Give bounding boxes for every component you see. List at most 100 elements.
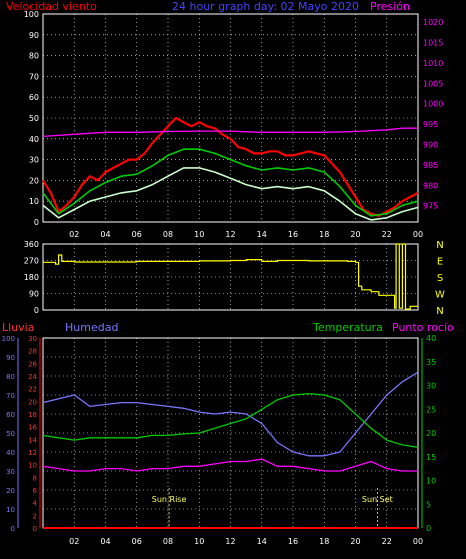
rain-y-tick-label: 24 xyxy=(28,373,37,381)
humidity-y-tick-label: 20 xyxy=(6,487,15,495)
series-racha-media-line xyxy=(42,148,419,217)
wind-x-tick-label: 10 xyxy=(194,230,204,239)
climate-x-tick-label: 18 xyxy=(319,537,329,546)
pressure-axis-label: Presión xyxy=(370,0,410,13)
pressure-y-tick-label: 980 xyxy=(423,181,438,190)
compass-tick-label: E xyxy=(437,257,443,268)
rain-y-tick-label: 18 xyxy=(28,411,37,419)
rain-y-tick-label: 16 xyxy=(28,424,37,432)
pressure-y-tick-label: 975 xyxy=(423,202,438,211)
wind-x-tick-label: 14 xyxy=(257,230,267,239)
wind-x-tick-label: 06 xyxy=(132,230,142,239)
humidity-y-tick-label: 80 xyxy=(6,373,15,381)
series-viento-medio-line xyxy=(42,167,419,221)
humidity-y-tick-label: 100 xyxy=(2,335,15,343)
rain-y-tick-label: 30 xyxy=(28,335,37,343)
temperature-y-tick-label: 15 xyxy=(426,453,436,462)
direction-y-tick-label: 360 xyxy=(24,240,39,249)
wind-y-tick-label: 20 xyxy=(29,176,39,185)
wind-y-tick-label: 100 xyxy=(24,10,39,19)
wind-y-tick-label: 70 xyxy=(29,72,39,81)
rain-y-tick-label: 2 xyxy=(33,512,37,520)
humidity-y-tick-label: 40 xyxy=(6,449,15,457)
climate-x-tick-label: 06 xyxy=(132,537,142,546)
series-punto-rocio-line xyxy=(42,458,418,472)
climate-x-tick-label: 22 xyxy=(382,537,392,546)
temperature-y-tick-label: 20 xyxy=(426,429,436,438)
direction-y-tick-label: 0 xyxy=(34,306,39,315)
humidity-y-tick-label: 50 xyxy=(6,430,15,438)
wind-y-tick-label: 0 xyxy=(34,218,39,227)
compass-tick-label: W xyxy=(435,290,445,301)
humidity-y-tick-label: 30 xyxy=(6,468,15,476)
climate-x-tick-label: 10 xyxy=(194,537,204,546)
rain-y-tick-label: 0 xyxy=(33,525,37,533)
wind-x-tick-label: 22 xyxy=(382,230,392,239)
pressure-y-tick-label: 985 xyxy=(423,161,438,170)
graph-title: 24 hour graph day: 02 Mayo 2020 xyxy=(172,0,359,13)
humidity-y-tick-label: 90 xyxy=(6,354,15,362)
wind-x-tick-label: 02 xyxy=(69,230,79,239)
series-direccion-viento-line xyxy=(43,243,419,310)
rain-label: Lluvia xyxy=(2,321,34,334)
climate-x-tick-label: 12 xyxy=(225,537,235,546)
temperature-label: Temperatura xyxy=(312,321,383,334)
climate-x-tick-label: 02 xyxy=(69,537,79,546)
wind-y-tick-label: 10 xyxy=(29,197,39,206)
rain-y-tick-label: 14 xyxy=(28,436,37,444)
rain-y-tick-label: 22 xyxy=(28,386,37,394)
climate-x-tick-label: 08 xyxy=(163,537,173,546)
sun-event-label: Sun Set xyxy=(362,495,393,504)
temperature-y-tick-label: 35 xyxy=(426,358,436,367)
wind-x-tick-label: 20 xyxy=(350,230,360,239)
series-temperatura-line xyxy=(42,392,419,448)
temperature-y-tick-label: 25 xyxy=(426,405,436,414)
climate-x-tick-label: 00 xyxy=(413,537,423,546)
temperature-y-tick-label: 30 xyxy=(426,382,436,391)
series-humedad-line xyxy=(42,371,419,457)
climate-x-tick-label: 14 xyxy=(257,537,267,546)
wind-y-tick-label: 40 xyxy=(29,135,39,144)
wind-pressure-panel: 02 04 06 08 10 12 14 16 18 20 22 000102030405060708… xyxy=(24,10,444,239)
rain-y-tick-label: 6 xyxy=(33,487,38,495)
wind-y-tick-label: 90 xyxy=(29,31,39,40)
wind-x-tick-label: 12 xyxy=(225,230,235,239)
pressure-y-tick-label: 1010 xyxy=(423,59,443,68)
pressure-y-tick-label: 1020 xyxy=(423,18,443,27)
direction-y-tick-label: 270 xyxy=(24,257,39,266)
pressure-y-tick-label: 995 xyxy=(423,120,438,129)
temperature-y-tick-label: 5 xyxy=(426,500,431,509)
temperature-y-tick-label: 0 xyxy=(426,524,431,533)
compass-tick-label: N xyxy=(436,306,443,317)
humidity-y-tick-label: 10 xyxy=(6,506,15,514)
wind-x-tick-label: 04 xyxy=(100,230,110,239)
rain-y-tick-label: 8 xyxy=(33,474,37,482)
wind-x-tick-label: 18 xyxy=(319,230,329,239)
pressure-y-tick-label: 1005 xyxy=(423,79,443,88)
wind-y-tick-label: 50 xyxy=(29,114,39,123)
humidity-y-tick-label: 0 xyxy=(11,525,15,533)
rain-y-tick-label: 10 xyxy=(28,462,37,470)
rain-y-tick-label: 20 xyxy=(28,398,37,406)
temperature-y-tick-label: 40 xyxy=(426,334,436,343)
pressure-y-tick-label: 1000 xyxy=(423,100,443,109)
sun-event-label: Sun Rise xyxy=(152,495,187,504)
series-velocidad-viento-line xyxy=(42,116,419,217)
humidity-y-tick-label: 70 xyxy=(6,392,15,400)
pressure-y-tick-label: 990 xyxy=(423,141,438,150)
rain-y-tick-label: 26 xyxy=(28,360,37,368)
wind-y-tick-label: 80 xyxy=(29,52,39,61)
wind-x-tick-label: 16 xyxy=(288,230,298,239)
humidity-y-tick-label: 60 xyxy=(6,411,15,419)
wind-speed-axis-label: Velocidad viento xyxy=(6,0,97,13)
temperature-y-tick-label: 10 xyxy=(426,477,436,486)
wind-x-tick-label: 08 xyxy=(163,230,173,239)
series-presion-line xyxy=(42,127,418,138)
rain-y-tick-label: 28 xyxy=(28,348,37,356)
wind-x-tick-label: 00 xyxy=(413,230,423,239)
rain-y-tick-label: 12 xyxy=(28,449,37,457)
rain-y-tick-label: 4 xyxy=(33,500,38,508)
